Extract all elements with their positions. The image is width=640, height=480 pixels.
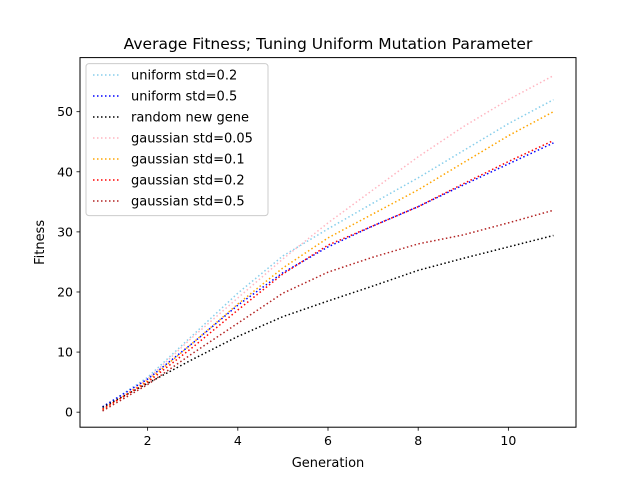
plot-lines [102,74,554,412]
legend-label-5: gaussian std=0.2 [131,174,245,189]
series-line-6 [102,209,554,412]
y-tick-label: 10 [57,345,73,360]
y-tick-label: 20 [57,284,73,299]
x-axis-label: Generation [292,456,365,471]
y-axis: 0 10 20 30 40 50 [57,104,80,420]
legend-items: uniform std=0.2 uniform std=0.5 random new… [93,69,253,210]
y-tick-label: 30 [57,224,73,239]
legend-label-2: random new gene [131,111,249,126]
x-tick-label: 4 [234,433,242,448]
legend-label-3: gaussian std=0.05 [131,132,253,147]
legend: uniform std=0.2 uniform std=0.5 random new… [85,63,269,217]
series-line-0 [102,99,554,408]
series-line-2 [102,234,554,409]
y-tick-label: 40 [57,164,73,179]
legend-box [85,63,269,217]
x-tick-label: 6 [324,433,332,448]
series-line-5 [102,139,554,410]
legend-label-6: gaussian std=0.5 [131,195,245,210]
y-tick-label: 0 [65,405,73,420]
chart-title: Average Fitness; Tuning Uniform Mutation… [124,35,533,53]
legend-label-1: uniform std=0.5 [131,90,237,105]
y-axis-label: Fitness [33,220,48,265]
x-tick-label: 2 [144,433,152,448]
x-axis: 2 4 6 8 10 [144,427,516,448]
x-tick-label: 10 [500,433,516,448]
y-tick-label: 50 [57,104,73,119]
legend-label-0: uniform std=0.2 [131,69,237,84]
series-line-1 [102,142,554,408]
legend-label-4: gaussian std=0.1 [131,153,245,168]
series-line-3 [102,74,554,411]
series-line-4 [102,111,554,411]
x-tick-label: 8 [414,433,422,448]
